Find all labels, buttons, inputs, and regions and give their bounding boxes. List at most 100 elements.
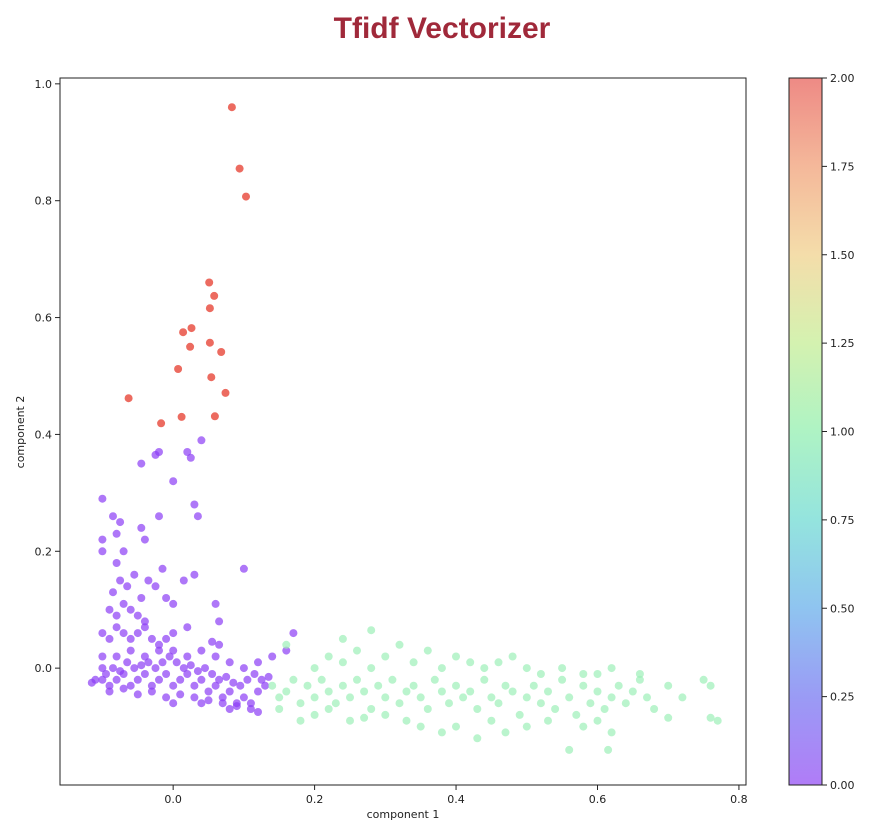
data-point-cluster-0 xyxy=(112,675,121,684)
data-point-cluster-1 xyxy=(275,705,284,713)
x-axis-ticks: 0.0 0.2 0.4 0.6 0.8 xyxy=(164,785,748,806)
data-point-cluster-2 xyxy=(210,291,219,300)
data-point-cluster-2 xyxy=(205,278,214,287)
colorbar-tick-label: 2.00 xyxy=(830,72,855,85)
data-point-cluster-0 xyxy=(158,564,167,573)
data-point-cluster-1 xyxy=(706,681,715,690)
data-point-cluster-0 xyxy=(140,623,149,632)
data-point-cluster-1 xyxy=(381,693,390,702)
data-point-cluster-1 xyxy=(480,664,489,673)
data-point-cluster-0 xyxy=(165,652,174,661)
data-point-cluster-0 xyxy=(119,684,128,693)
data-point-cluster-1 xyxy=(395,699,404,708)
data-point-cluster-0 xyxy=(215,617,224,626)
data-point-cluster-0 xyxy=(140,652,149,661)
x-axis-label: component 1 xyxy=(367,808,440,821)
data-point-cluster-0 xyxy=(201,664,209,673)
data-point-cluster-0 xyxy=(112,559,121,567)
data-point-cluster-0 xyxy=(140,670,149,678)
data-point-cluster-1 xyxy=(565,693,574,702)
data-point-cluster-0 xyxy=(130,664,139,673)
data-point-cluster-1 xyxy=(346,716,354,725)
data-point-cluster-0 xyxy=(140,617,149,626)
data-point-cluster-2 xyxy=(177,412,186,421)
data-point-cluster-0 xyxy=(239,664,248,673)
data-point-cluster-1 xyxy=(437,664,446,673)
data-point-cluster-1 xyxy=(338,681,347,690)
data-point-cluster-1 xyxy=(367,705,376,713)
data-point-cluster-1 xyxy=(416,722,425,731)
colorbar xyxy=(788,77,823,786)
data-point-cluster-1 xyxy=(607,693,616,702)
data-point-cluster-0 xyxy=(119,629,128,638)
data-point-cluster-0 xyxy=(225,705,234,713)
data-point-cluster-2 xyxy=(179,328,188,337)
data-point-cluster-1 xyxy=(558,664,567,673)
data-point-cluster-0 xyxy=(105,687,114,696)
data-point-cluster-0 xyxy=(243,675,252,684)
data-point-cluster-0 xyxy=(98,664,107,673)
data-point-cluster-1 xyxy=(466,687,475,696)
data-point-cluster-0 xyxy=(144,576,153,585)
data-point-cluster-1 xyxy=(515,710,524,719)
y-tick-label: 0.8 xyxy=(35,195,53,208)
data-point-cluster-0 xyxy=(208,670,217,678)
data-point-cluster-0 xyxy=(130,570,139,579)
data-point-cluster-0 xyxy=(119,547,128,556)
data-point-cluster-1 xyxy=(402,716,411,725)
data-point-cluster-0 xyxy=(116,518,125,527)
data-point-cluster-1 xyxy=(310,710,319,719)
data-point-cluster-0 xyxy=(98,494,107,503)
data-point-cluster-0 xyxy=(162,670,171,678)
data-point-cluster-2 xyxy=(242,192,250,201)
data-point-cluster-0 xyxy=(183,652,192,661)
data-point-cluster-2 xyxy=(174,365,183,373)
data-point-cluster-1 xyxy=(395,640,404,649)
data-point-cluster-1 xyxy=(423,646,432,655)
x-tick-label: 0.8 xyxy=(730,793,748,806)
colorbar-tick-label: 0.75 xyxy=(830,514,855,527)
data-point-cluster-1 xyxy=(593,716,602,725)
data-point-cluster-1 xyxy=(501,728,510,737)
data-point-cluster-1 xyxy=(522,664,531,673)
chart-title: Tfidf Vectorizer xyxy=(333,12,551,45)
data-point-cluster-0 xyxy=(197,436,206,445)
data-point-cluster-1 xyxy=(508,652,517,661)
data-point-cluster-0 xyxy=(218,699,227,708)
data-point-cluster-1 xyxy=(522,722,531,731)
data-point-cluster-1 xyxy=(346,693,354,702)
data-point-cluster-1 xyxy=(536,699,545,708)
data-point-cluster-0 xyxy=(137,459,146,468)
plot-frame xyxy=(59,77,747,786)
data-point-cluster-1 xyxy=(296,699,305,708)
data-point-cluster-1 xyxy=(423,705,432,713)
y-tick-label: 1.0 xyxy=(35,78,53,91)
data-point-cluster-1 xyxy=(494,658,503,667)
data-point-cluster-0 xyxy=(116,576,125,585)
data-point-cluster-0 xyxy=(140,535,149,544)
data-point-cluster-0 xyxy=(112,529,121,538)
data-point-cluster-0 xyxy=(268,652,277,661)
data-point-cluster-0 xyxy=(162,634,171,643)
data-point-cluster-1 xyxy=(416,693,425,702)
data-point-cluster-1 xyxy=(289,675,298,684)
data-point-cluster-0 xyxy=(254,708,262,716)
data-point-cluster-0 xyxy=(169,629,178,638)
data-point-cluster-0 xyxy=(112,611,121,620)
data-point-cluster-1 xyxy=(650,705,659,713)
data-point-cluster-1 xyxy=(600,705,609,713)
data-point-cluster-0 xyxy=(98,652,107,661)
data-point-cluster-1 xyxy=(607,728,616,737)
data-point-cluster-1 xyxy=(275,693,284,702)
data-point-cluster-0 xyxy=(116,667,125,676)
data-point-cluster-1 xyxy=(494,699,503,708)
data-point-cluster-0 xyxy=(211,681,220,690)
data-point-cluster-1 xyxy=(338,634,347,643)
colorbar-tick-label: 0.50 xyxy=(830,602,855,615)
data-point-cluster-1 xyxy=(706,713,715,722)
data-point-cluster-0 xyxy=(193,667,202,676)
x-tick-label: 0.2 xyxy=(306,793,324,806)
data-point-cluster-0 xyxy=(169,681,178,690)
data-point-cluster-0 xyxy=(193,512,202,521)
